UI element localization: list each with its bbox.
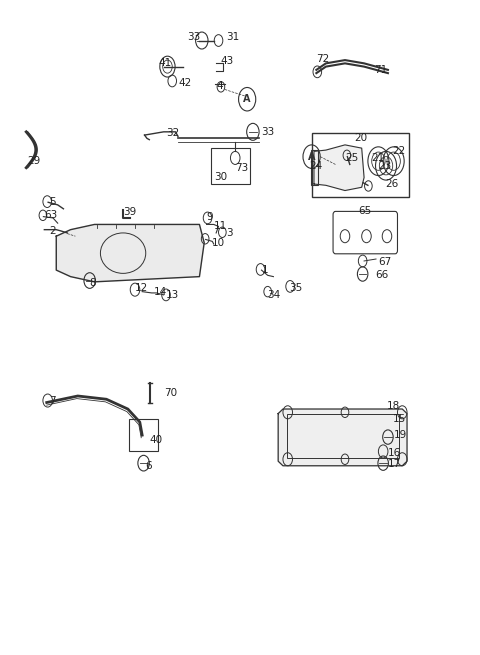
- Text: A: A: [308, 151, 315, 162]
- Bar: [129, 419, 158, 451]
- Text: 15: 15: [393, 414, 406, 424]
- Text: 33: 33: [262, 127, 275, 137]
- Text: 9: 9: [206, 212, 213, 221]
- Text: 35: 35: [289, 284, 303, 293]
- Text: 7: 7: [49, 396, 56, 405]
- Text: 10: 10: [211, 238, 225, 248]
- Text: 71: 71: [373, 65, 387, 75]
- Text: 66: 66: [375, 271, 388, 280]
- Text: 25: 25: [345, 153, 358, 163]
- Text: 19: 19: [394, 430, 407, 440]
- Text: 12: 12: [135, 284, 148, 293]
- Text: 11: 11: [214, 221, 227, 231]
- Text: 3: 3: [226, 228, 232, 238]
- Text: 31: 31: [226, 32, 239, 43]
- Text: 18: 18: [387, 401, 400, 411]
- Text: 13: 13: [166, 290, 180, 300]
- Text: 70: 70: [164, 388, 177, 398]
- Text: 67: 67: [378, 257, 392, 267]
- Polygon shape: [56, 225, 204, 282]
- Text: 8: 8: [90, 278, 96, 288]
- Text: 43: 43: [221, 56, 234, 66]
- Text: A: A: [243, 94, 251, 104]
- Text: 41: 41: [159, 58, 172, 68]
- Text: 22: 22: [393, 147, 406, 157]
- Text: 4: 4: [216, 81, 223, 91]
- Text: 26: 26: [385, 179, 399, 189]
- Text: 1: 1: [262, 265, 268, 275]
- Text: 65: 65: [359, 206, 372, 216]
- Text: 32: 32: [166, 128, 180, 138]
- Text: 72: 72: [316, 54, 330, 64]
- Text: 2: 2: [49, 226, 56, 236]
- Text: 21: 21: [371, 153, 384, 163]
- Text: 40: 40: [149, 435, 162, 445]
- Polygon shape: [314, 145, 364, 191]
- Text: 29: 29: [28, 156, 41, 166]
- Bar: [312, 133, 409, 197]
- Text: 20: 20: [355, 134, 368, 143]
- Text: 34: 34: [267, 290, 280, 300]
- Text: 39: 39: [123, 207, 136, 217]
- Text: 14: 14: [154, 287, 168, 297]
- Polygon shape: [278, 409, 407, 466]
- Text: 30: 30: [214, 172, 227, 183]
- Text: 16: 16: [388, 448, 401, 458]
- Text: 63: 63: [44, 210, 58, 220]
- Text: 17: 17: [388, 459, 401, 470]
- Text: 24: 24: [309, 160, 323, 171]
- Text: 5: 5: [49, 197, 56, 207]
- Bar: [287, 413, 399, 458]
- Text: 6: 6: [145, 460, 152, 471]
- Text: 73: 73: [235, 162, 249, 173]
- Text: 23: 23: [378, 160, 392, 171]
- Text: 33: 33: [188, 32, 201, 43]
- Bar: [311, 150, 318, 185]
- Text: 42: 42: [178, 78, 191, 88]
- Bar: [211, 148, 250, 184]
